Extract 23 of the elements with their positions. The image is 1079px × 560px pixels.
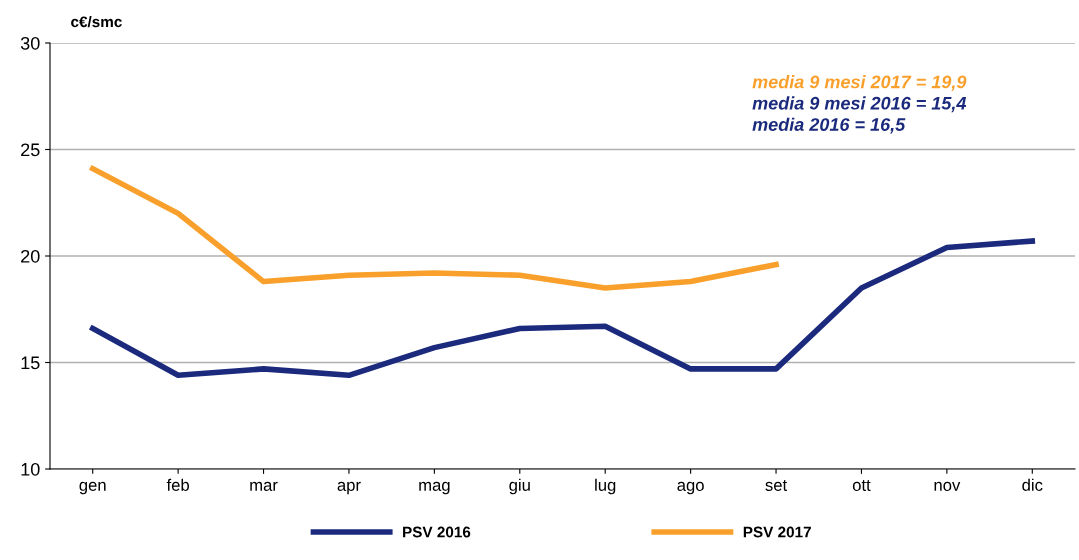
y-axis-title: c€/smc bbox=[71, 15, 122, 28]
x-tick-label: mar bbox=[250, 481, 278, 491]
x-tick-label: nov bbox=[934, 481, 961, 491]
annotation: media 9 mesi 2017 = 19,9 bbox=[752, 75, 967, 91]
annotation: media 9 mesi 2016 = 15,4 bbox=[752, 96, 967, 113]
annotation: media 2016 = 16,5 bbox=[752, 117, 906, 134]
x-tick-label: dic bbox=[1022, 478, 1043, 491]
legend-label: PSV 2016 bbox=[403, 526, 471, 538]
x-tick-label: gen bbox=[79, 481, 106, 495]
legend-label: PSV 2017 bbox=[743, 526, 811, 538]
x-tick-label: ott bbox=[852, 480, 871, 491]
x-tick-label: set bbox=[765, 480, 788, 491]
y-tick-label: 20 bbox=[21, 249, 40, 263]
x-tick-label: feb bbox=[166, 478, 190, 491]
x-tick-label: ago bbox=[677, 481, 704, 495]
y-tick-label: 30 bbox=[20, 36, 40, 50]
y-tick-label: 15 bbox=[21, 356, 40, 370]
x-tick-label: mag bbox=[419, 481, 450, 495]
x-tick-label: lug bbox=[595, 478, 616, 495]
y-tick-label: 25 bbox=[21, 143, 40, 157]
y-tick-label: 10 bbox=[21, 462, 40, 476]
x-tick-label: giu bbox=[509, 478, 530, 495]
x-tick-label: apr bbox=[337, 481, 361, 495]
